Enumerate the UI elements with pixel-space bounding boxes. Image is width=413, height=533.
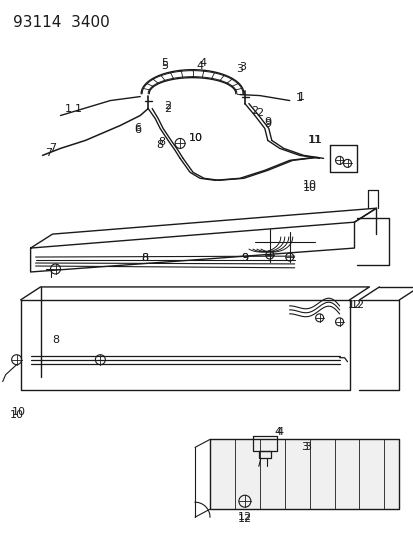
Text: 5: 5 (161, 58, 168, 68)
Text: 4: 4 (196, 61, 203, 71)
Text: 10: 10 (189, 133, 202, 143)
Text: 2: 2 (251, 106, 258, 116)
Text: 8: 8 (156, 140, 163, 150)
Text: 10: 10 (9, 409, 24, 419)
Text: 12: 12 (349, 300, 364, 310)
Text: 93114  3400: 93114 3400 (13, 15, 109, 30)
Text: 8: 8 (141, 253, 148, 263)
Text: 11: 11 (308, 135, 322, 146)
Text: 9: 9 (241, 253, 248, 263)
Text: 4: 4 (275, 427, 282, 438)
Text: 4: 4 (273, 427, 281, 438)
Text: 12: 12 (237, 514, 252, 524)
Text: 1: 1 (65, 103, 72, 114)
Text: 11: 11 (307, 135, 321, 146)
Text: 10: 10 (302, 180, 316, 190)
Text: 6: 6 (134, 124, 141, 133)
Text: 5: 5 (161, 61, 168, 71)
Text: 3: 3 (236, 63, 243, 74)
Text: 3: 3 (239, 62, 246, 71)
Text: 12: 12 (237, 512, 252, 522)
Text: 7: 7 (45, 148, 52, 158)
Text: 10: 10 (12, 407, 26, 416)
Text: 9: 9 (263, 119, 271, 130)
Text: 2: 2 (164, 101, 171, 110)
Text: 9: 9 (241, 253, 248, 263)
Text: 8: 8 (158, 138, 165, 148)
Text: 1: 1 (295, 93, 302, 102)
Text: 1: 1 (297, 92, 304, 102)
Text: 4: 4 (199, 58, 206, 68)
Text: 10: 10 (189, 133, 202, 143)
Polygon shape (209, 439, 399, 509)
Text: 2: 2 (256, 108, 263, 117)
Text: 7: 7 (49, 143, 56, 154)
Text: 1: 1 (75, 103, 82, 114)
Text: 6: 6 (134, 125, 141, 135)
Text: 12: 12 (347, 300, 361, 310)
Text: 3: 3 (304, 442, 311, 453)
Text: 9: 9 (263, 117, 271, 127)
Text: 2: 2 (164, 103, 171, 114)
Text: 3: 3 (300, 442, 307, 453)
Text: 8: 8 (52, 335, 59, 345)
Text: 8: 8 (141, 253, 148, 263)
Text: 10: 10 (302, 183, 316, 193)
